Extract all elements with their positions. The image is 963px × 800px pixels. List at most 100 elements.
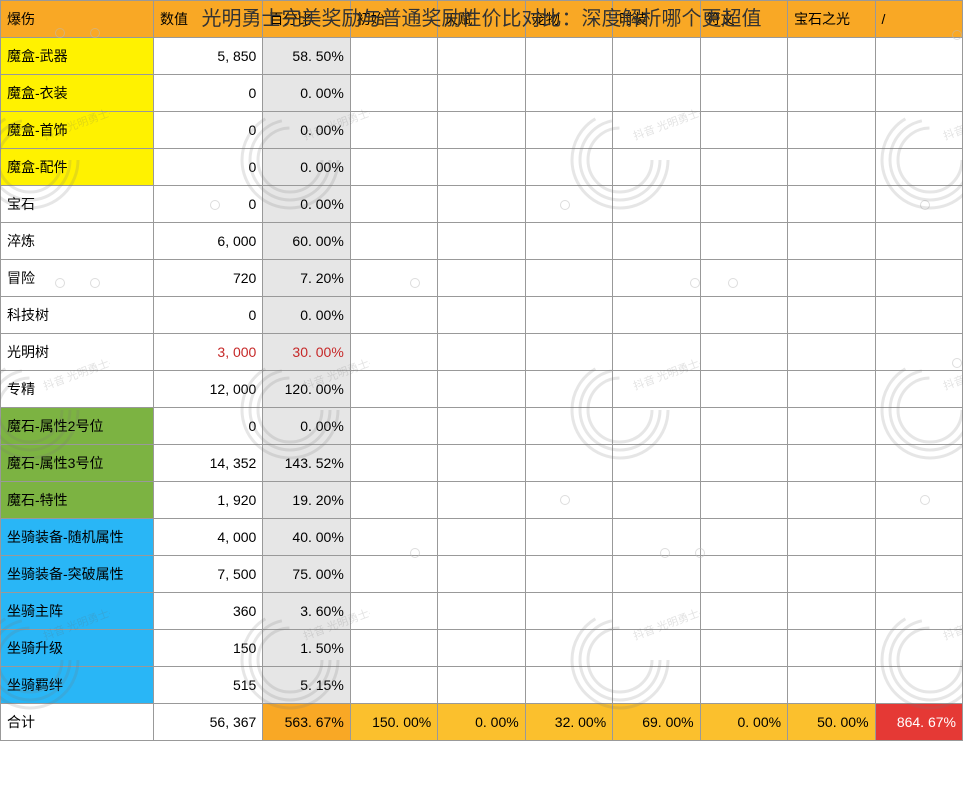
row-label: 魔盒-首饰 <box>1 112 154 149</box>
cell-empty <box>700 112 787 149</box>
cell-value: 6, 000 <box>154 223 263 260</box>
cell-empty <box>613 38 700 75</box>
cell-empty <box>613 260 700 297</box>
col-header-7: 符文 <box>700 1 787 38</box>
cell-empty <box>350 260 437 297</box>
total-row: 合计56, 367563. 67%150. 00%0. 00%32. 00%69… <box>1 704 963 741</box>
table-row: 坐骑主阵3603. 60% <box>1 593 963 630</box>
cell-empty <box>613 519 700 556</box>
cell-empty <box>438 186 525 223</box>
cell-empty <box>438 408 525 445</box>
cell-empty <box>350 223 437 260</box>
table-row: 魔石-特性1, 92019. 20% <box>1 482 963 519</box>
comparison-table: 爆伤数值百分比初始天赋宠物时装符文宝石之光/ 魔盒-武器5, 85058. 50… <box>0 0 963 741</box>
cell-value: 0 <box>154 112 263 149</box>
col-header-4: 天赋 <box>438 1 525 38</box>
cell-empty <box>438 260 525 297</box>
total-cell-3: 32. 00% <box>525 704 612 741</box>
cell-empty <box>788 593 875 630</box>
row-label: 坐骑羁绊 <box>1 667 154 704</box>
table-row: 魔盒-首饰00. 00% <box>1 112 963 149</box>
table-row: 专精12, 000120. 00% <box>1 371 963 408</box>
table-row: 宝石00. 00% <box>1 186 963 223</box>
cell-empty <box>525 75 612 112</box>
table-row: 坐骑装备-突破属性7, 50075. 00% <box>1 556 963 593</box>
row-label: 魔盒-配件 <box>1 149 154 186</box>
table-row: 坐骑羁绊5155. 15% <box>1 667 963 704</box>
col-header-6: 时装 <box>613 1 700 38</box>
cell-empty <box>788 334 875 371</box>
cell-empty <box>875 75 962 112</box>
cell-empty <box>788 38 875 75</box>
cell-empty <box>350 371 437 408</box>
cell-empty <box>700 445 787 482</box>
cell-empty <box>525 630 612 667</box>
cell-empty <box>700 482 787 519</box>
cell-percent: 7. 20% <box>263 260 350 297</box>
cell-empty <box>525 334 612 371</box>
row-label: 魔石-属性2号位 <box>1 408 154 445</box>
total-cell-2: 0. 00% <box>438 704 525 741</box>
cell-empty <box>875 186 962 223</box>
cell-empty <box>525 519 612 556</box>
cell-empty <box>350 630 437 667</box>
cell-empty <box>875 371 962 408</box>
cell-empty <box>438 297 525 334</box>
cell-value: 0 <box>154 75 263 112</box>
cell-empty <box>788 223 875 260</box>
cell-empty <box>700 75 787 112</box>
row-label: 科技树 <box>1 297 154 334</box>
row-label: 坐骑升级 <box>1 630 154 667</box>
table-row: 魔盒-衣装00. 00% <box>1 75 963 112</box>
cell-empty <box>875 38 962 75</box>
table-row: 光明树3, 00030. 00% <box>1 334 963 371</box>
total-cell-0: 563. 67% <box>263 704 350 741</box>
cell-empty <box>613 630 700 667</box>
cell-percent: 30. 00% <box>263 334 350 371</box>
cell-empty <box>438 630 525 667</box>
header-row: 爆伤数值百分比初始天赋宠物时装符文宝石之光/ <box>1 1 963 38</box>
cell-empty <box>875 519 962 556</box>
cell-empty <box>525 112 612 149</box>
cell-empty <box>613 112 700 149</box>
cell-empty <box>613 223 700 260</box>
col-header-2: 百分比 <box>263 1 350 38</box>
cell-percent: 120. 00% <box>263 371 350 408</box>
table-row: 魔盒-配件00. 00% <box>1 149 963 186</box>
cell-percent: 75. 00% <box>263 556 350 593</box>
cell-percent: 5. 15% <box>263 667 350 704</box>
cell-empty <box>438 519 525 556</box>
cell-empty <box>350 149 437 186</box>
cell-empty <box>438 556 525 593</box>
cell-empty <box>438 667 525 704</box>
cell-empty <box>788 630 875 667</box>
row-label: 坐骑装备-随机属性 <box>1 519 154 556</box>
cell-empty <box>525 149 612 186</box>
cell-empty <box>438 593 525 630</box>
col-header-3: 初始 <box>350 1 437 38</box>
cell-empty <box>700 38 787 75</box>
cell-empty <box>613 667 700 704</box>
cell-value: 0 <box>154 297 263 334</box>
cell-percent: 0. 00% <box>263 75 350 112</box>
row-label: 光明树 <box>1 334 154 371</box>
cell-empty <box>875 482 962 519</box>
cell-empty <box>350 445 437 482</box>
cell-empty <box>613 186 700 223</box>
cell-empty <box>700 667 787 704</box>
cell-percent: 0. 00% <box>263 297 350 334</box>
cell-empty <box>350 75 437 112</box>
col-header-8: 宝石之光 <box>788 1 875 38</box>
cell-empty <box>613 593 700 630</box>
cell-percent: 0. 00% <box>263 186 350 223</box>
cell-value: 7, 500 <box>154 556 263 593</box>
total-value: 56, 367 <box>154 704 263 741</box>
cell-percent: 0. 00% <box>263 112 350 149</box>
cell-empty <box>788 297 875 334</box>
cell-empty <box>875 408 962 445</box>
col-header-1: 数值 <box>154 1 263 38</box>
cell-percent: 0. 00% <box>263 149 350 186</box>
cell-empty <box>788 445 875 482</box>
table-row: 魔石-属性3号位14, 352143. 52% <box>1 445 963 482</box>
cell-empty <box>525 482 612 519</box>
